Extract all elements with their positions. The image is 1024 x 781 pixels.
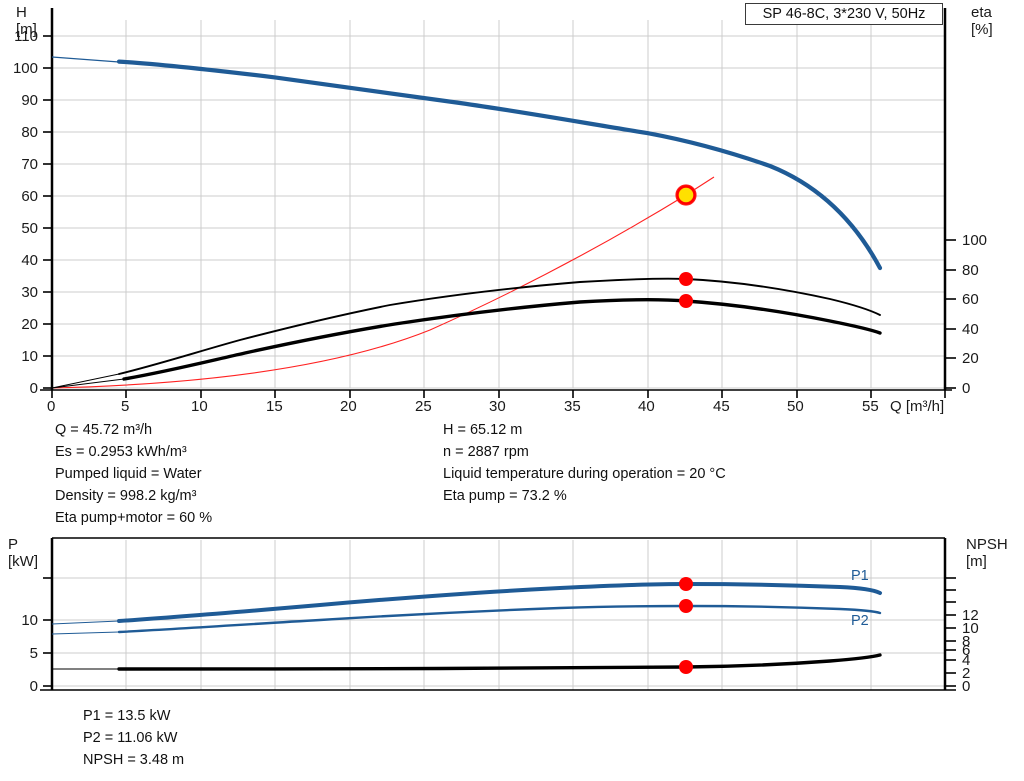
top-x-tick-25: 25 — [415, 398, 432, 415]
top-x-tick-40: 40 — [638, 398, 655, 415]
top-eta-tick-80: 80 — [962, 262, 979, 279]
info-left-4: Eta pump+motor = 60 % — [55, 510, 213, 526]
top-y-tick-20: 20 — [21, 316, 38, 333]
top-y-tick-110: 110 — [14, 28, 38, 45]
top-y-tick-100: 100 — [12, 60, 38, 77]
p2-duty-marker — [679, 599, 693, 613]
top-y-tick-30: 30 — [21, 284, 38, 301]
top-y-tick-80: 80 — [21, 124, 38, 141]
bottom-npsh-tick-0: 0 — [962, 678, 971, 695]
bottom-chart-axes — [40, 537, 956, 691]
info-left-3: Density = 998.2 kg/m³ — [55, 488, 197, 504]
head-curve-render — [116, 59, 883, 271]
info-bottom-1: P2 = 11.06 kW — [83, 730, 178, 746]
info-left-0: Q = 45.72 m³/h — [55, 422, 153, 438]
top-y-tick-90: 90 — [21, 92, 38, 109]
top-chart-y-left-title: H [m] — [16, 4, 37, 38]
top-y-tick-40: 40 — [21, 252, 38, 269]
eta-pump-motor-curve-extension — [51, 378, 125, 389]
top-y-tick-0: 0 — [29, 380, 38, 397]
bottom-chart-y-left-title: P [kW] — [8, 536, 38, 570]
top-chart-axes — [40, 8, 956, 398]
top-eta-tick-20: 20 — [962, 350, 979, 367]
top-x-tick-0: 0 — [47, 398, 56, 415]
bottom-npsh-tick-4: 4 — [962, 652, 971, 669]
model-title-box: SP 46-8C, 3*230 V, 50Hz — [745, 3, 943, 25]
info-right-2: Liquid temperature during operation = 20… — [443, 466, 726, 482]
top-y-tick-60: 60 — [21, 188, 38, 205]
info-left-1: Es = 0.2953 kWh/m³ — [55, 444, 187, 460]
info-right-1: n = 2887 rpm — [443, 444, 529, 460]
top-x-tick-5: 5 — [121, 398, 130, 415]
eta-pump-motor-duty-marker — [679, 294, 693, 308]
p2-curve — [117, 604, 882, 634]
bottom-y-tick-10: 10 — [21, 612, 38, 629]
bottom-npsh-tick-10: 10 — [962, 620, 979, 637]
top-x-tick-55: 55 — [862, 398, 879, 415]
top-y-tick-50: 50 — [21, 220, 38, 237]
info-right-0: H = 65.12 m — [443, 422, 523, 438]
top-eta-tick-40: 40 — [962, 321, 979, 338]
eta-pump-curve — [118, 277, 881, 375]
info-bottom-2: NPSH = 3.48 m — [83, 752, 185, 768]
top-y-tick-10: 10 — [21, 348, 38, 365]
top-x-tick-50: 50 — [787, 398, 804, 415]
bottom-npsh-tick-12: 12 — [962, 607, 979, 624]
top-chart — [40, 8, 956, 398]
top-eta-tick-60: 60 — [962, 291, 979, 308]
top-y-tick-70: 70 — [21, 156, 38, 173]
eta-pump-curve-extension — [51, 373, 120, 389]
bottom-npsh-tick-2: 2 — [962, 665, 971, 682]
eta-pump-duty-marker — [679, 272, 693, 286]
top-chart-y-right-title: eta [%] — [971, 4, 993, 38]
bottom-chart-y-right-title: NPSH [m] — [966, 536, 1008, 570]
system-curve — [51, 176, 715, 389]
top-eta-tick-100: 100 — [962, 232, 988, 249]
bottom-y-tick-5: 5 — [29, 645, 38, 662]
top-x-tick-45: 45 — [713, 398, 730, 415]
p1-curve-extension — [51, 620, 120, 625]
top-x-tick-20: 20 — [340, 398, 357, 415]
top-x-tick-30: 30 — [489, 398, 506, 415]
p1-duty-marker — [679, 577, 693, 591]
info-bottom-0: P1 = 13.5 kW — [83, 708, 171, 724]
p1-series-label: P1 — [851, 568, 869, 584]
p2-series-label: P2 — [851, 613, 869, 629]
info-right-3: Eta pump = 73.2 % — [443, 488, 567, 504]
bottom-npsh-tick-8: 8 — [962, 633, 971, 650]
bottom-npsh-tick-6: 6 — [962, 642, 971, 659]
bottom-y-tick-0: 0 — [29, 678, 38, 695]
top-chart-x-title: Q [m³/h] — [890, 398, 945, 415]
p2-curve-extension — [51, 631, 120, 635]
eta-pump-motor-curve — [122, 297, 882, 381]
top-x-tick-10: 10 — [191, 398, 208, 415]
top-x-tick-35: 35 — [564, 398, 581, 415]
top-x-tick-15: 15 — [266, 398, 283, 415]
npsh-duty-marker — [679, 660, 693, 674]
head-curve-extension — [51, 56, 120, 63]
duty-point-marker — [675, 184, 697, 206]
info-left-2: Pumped liquid = Water — [55, 466, 202, 482]
npsh-curve — [117, 653, 882, 671]
top-eta-tick-0: 0 — [962, 380, 971, 397]
p1-curve — [117, 582, 882, 623]
